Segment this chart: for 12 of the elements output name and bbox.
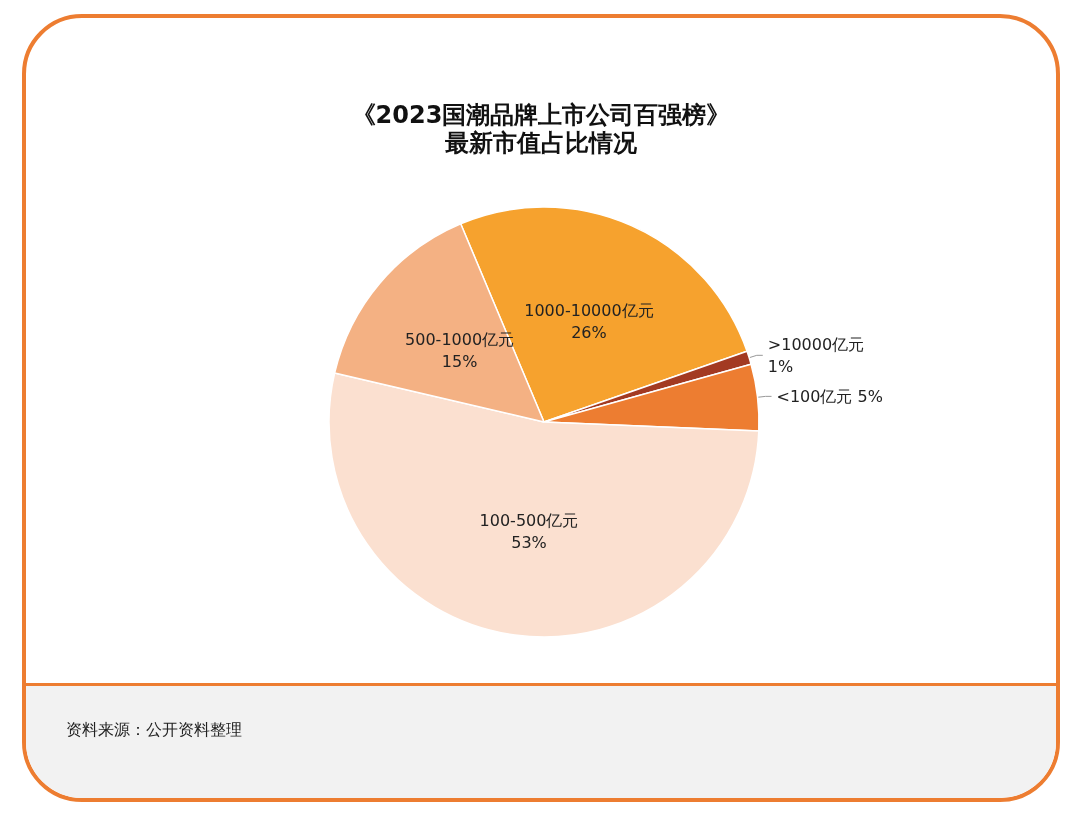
data-label: 26% — [571, 322, 607, 342]
text: 资料来源：公开资料整理 — [66, 720, 242, 741]
slice-label: >10000亿元 — [767, 334, 865, 354]
data-label: 1% — [767, 356, 794, 376]
slice-label: 500-1000亿元 — [405, 330, 515, 350]
slice-label: <100亿元 5% — [776, 386, 883, 406]
slice-label: 1000-10000亿元 — [524, 300, 654, 320]
chart-subtitle: 最新市值占比情况 — [444, 129, 638, 157]
data-label: 53% — [511, 532, 547, 552]
chart-title: 《2023国潮品牌上市公司百强榜》 — [351, 101, 731, 129]
data-label: 15% — [441, 352, 478, 372]
slice-label: 100-500亿元 — [479, 510, 579, 530]
